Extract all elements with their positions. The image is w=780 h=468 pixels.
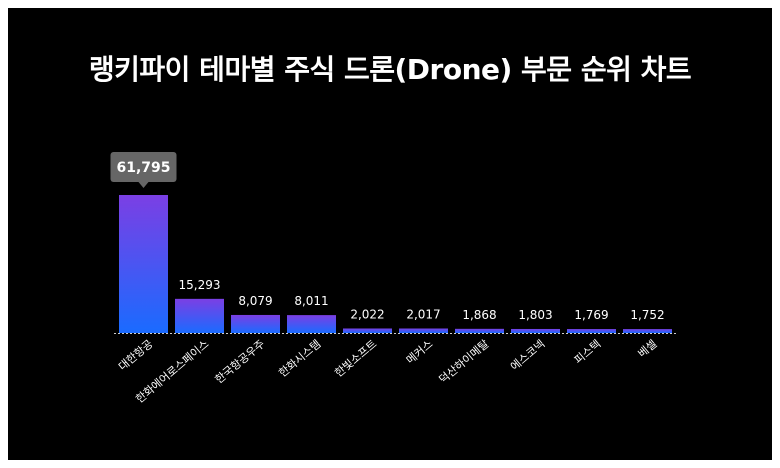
x-tick-label: 한빛소프트 bbox=[332, 337, 379, 379]
x-tick-label: 한국항공우주 bbox=[213, 337, 268, 386]
bar[interactable] bbox=[399, 328, 448, 333]
data-label: 2,017 bbox=[406, 307, 440, 321]
data-label: 1,752 bbox=[630, 308, 664, 322]
bar[interactable] bbox=[511, 328, 560, 333]
data-label: 15,293 bbox=[179, 278, 221, 292]
data-label: 61,795 bbox=[116, 160, 170, 176]
chart-title: 랭키파이 테마별 주식 드론(Drone) 부문 순위 차트 bbox=[88, 53, 692, 86]
data-label: 8,079 bbox=[238, 294, 272, 308]
bar[interactable] bbox=[287, 315, 336, 333]
x-tick-label: 베셀 bbox=[636, 337, 660, 360]
bar[interactable] bbox=[623, 329, 672, 333]
x-tick-label: 에스코넥 bbox=[508, 337, 547, 373]
x-tick-label: 한화시스템 bbox=[276, 337, 323, 379]
x-tick-label: 메커스 bbox=[404, 337, 436, 366]
data-label: 1,769 bbox=[574, 308, 608, 322]
value-tooltip-box bbox=[110, 152, 177, 182]
data-label: 1,868 bbox=[462, 308, 496, 322]
bar[interactable] bbox=[567, 329, 616, 333]
data-label: 2,022 bbox=[350, 307, 384, 321]
bar[interactable] bbox=[343, 328, 392, 333]
bar[interactable] bbox=[231, 314, 280, 333]
x-tick-label: 덕산하이메탈 bbox=[436, 337, 492, 387]
data-label: 1,803 bbox=[518, 308, 552, 322]
bar[interactable] bbox=[119, 195, 168, 333]
x-tick-label: 피스텍 bbox=[572, 337, 604, 366]
bar[interactable] bbox=[175, 298, 224, 333]
x-tick-label: 대한항공 bbox=[116, 337, 155, 373]
bar[interactable] bbox=[455, 328, 504, 333]
data-label: 8,011 bbox=[294, 294, 328, 308]
tooltip-pointer bbox=[138, 182, 149, 188]
